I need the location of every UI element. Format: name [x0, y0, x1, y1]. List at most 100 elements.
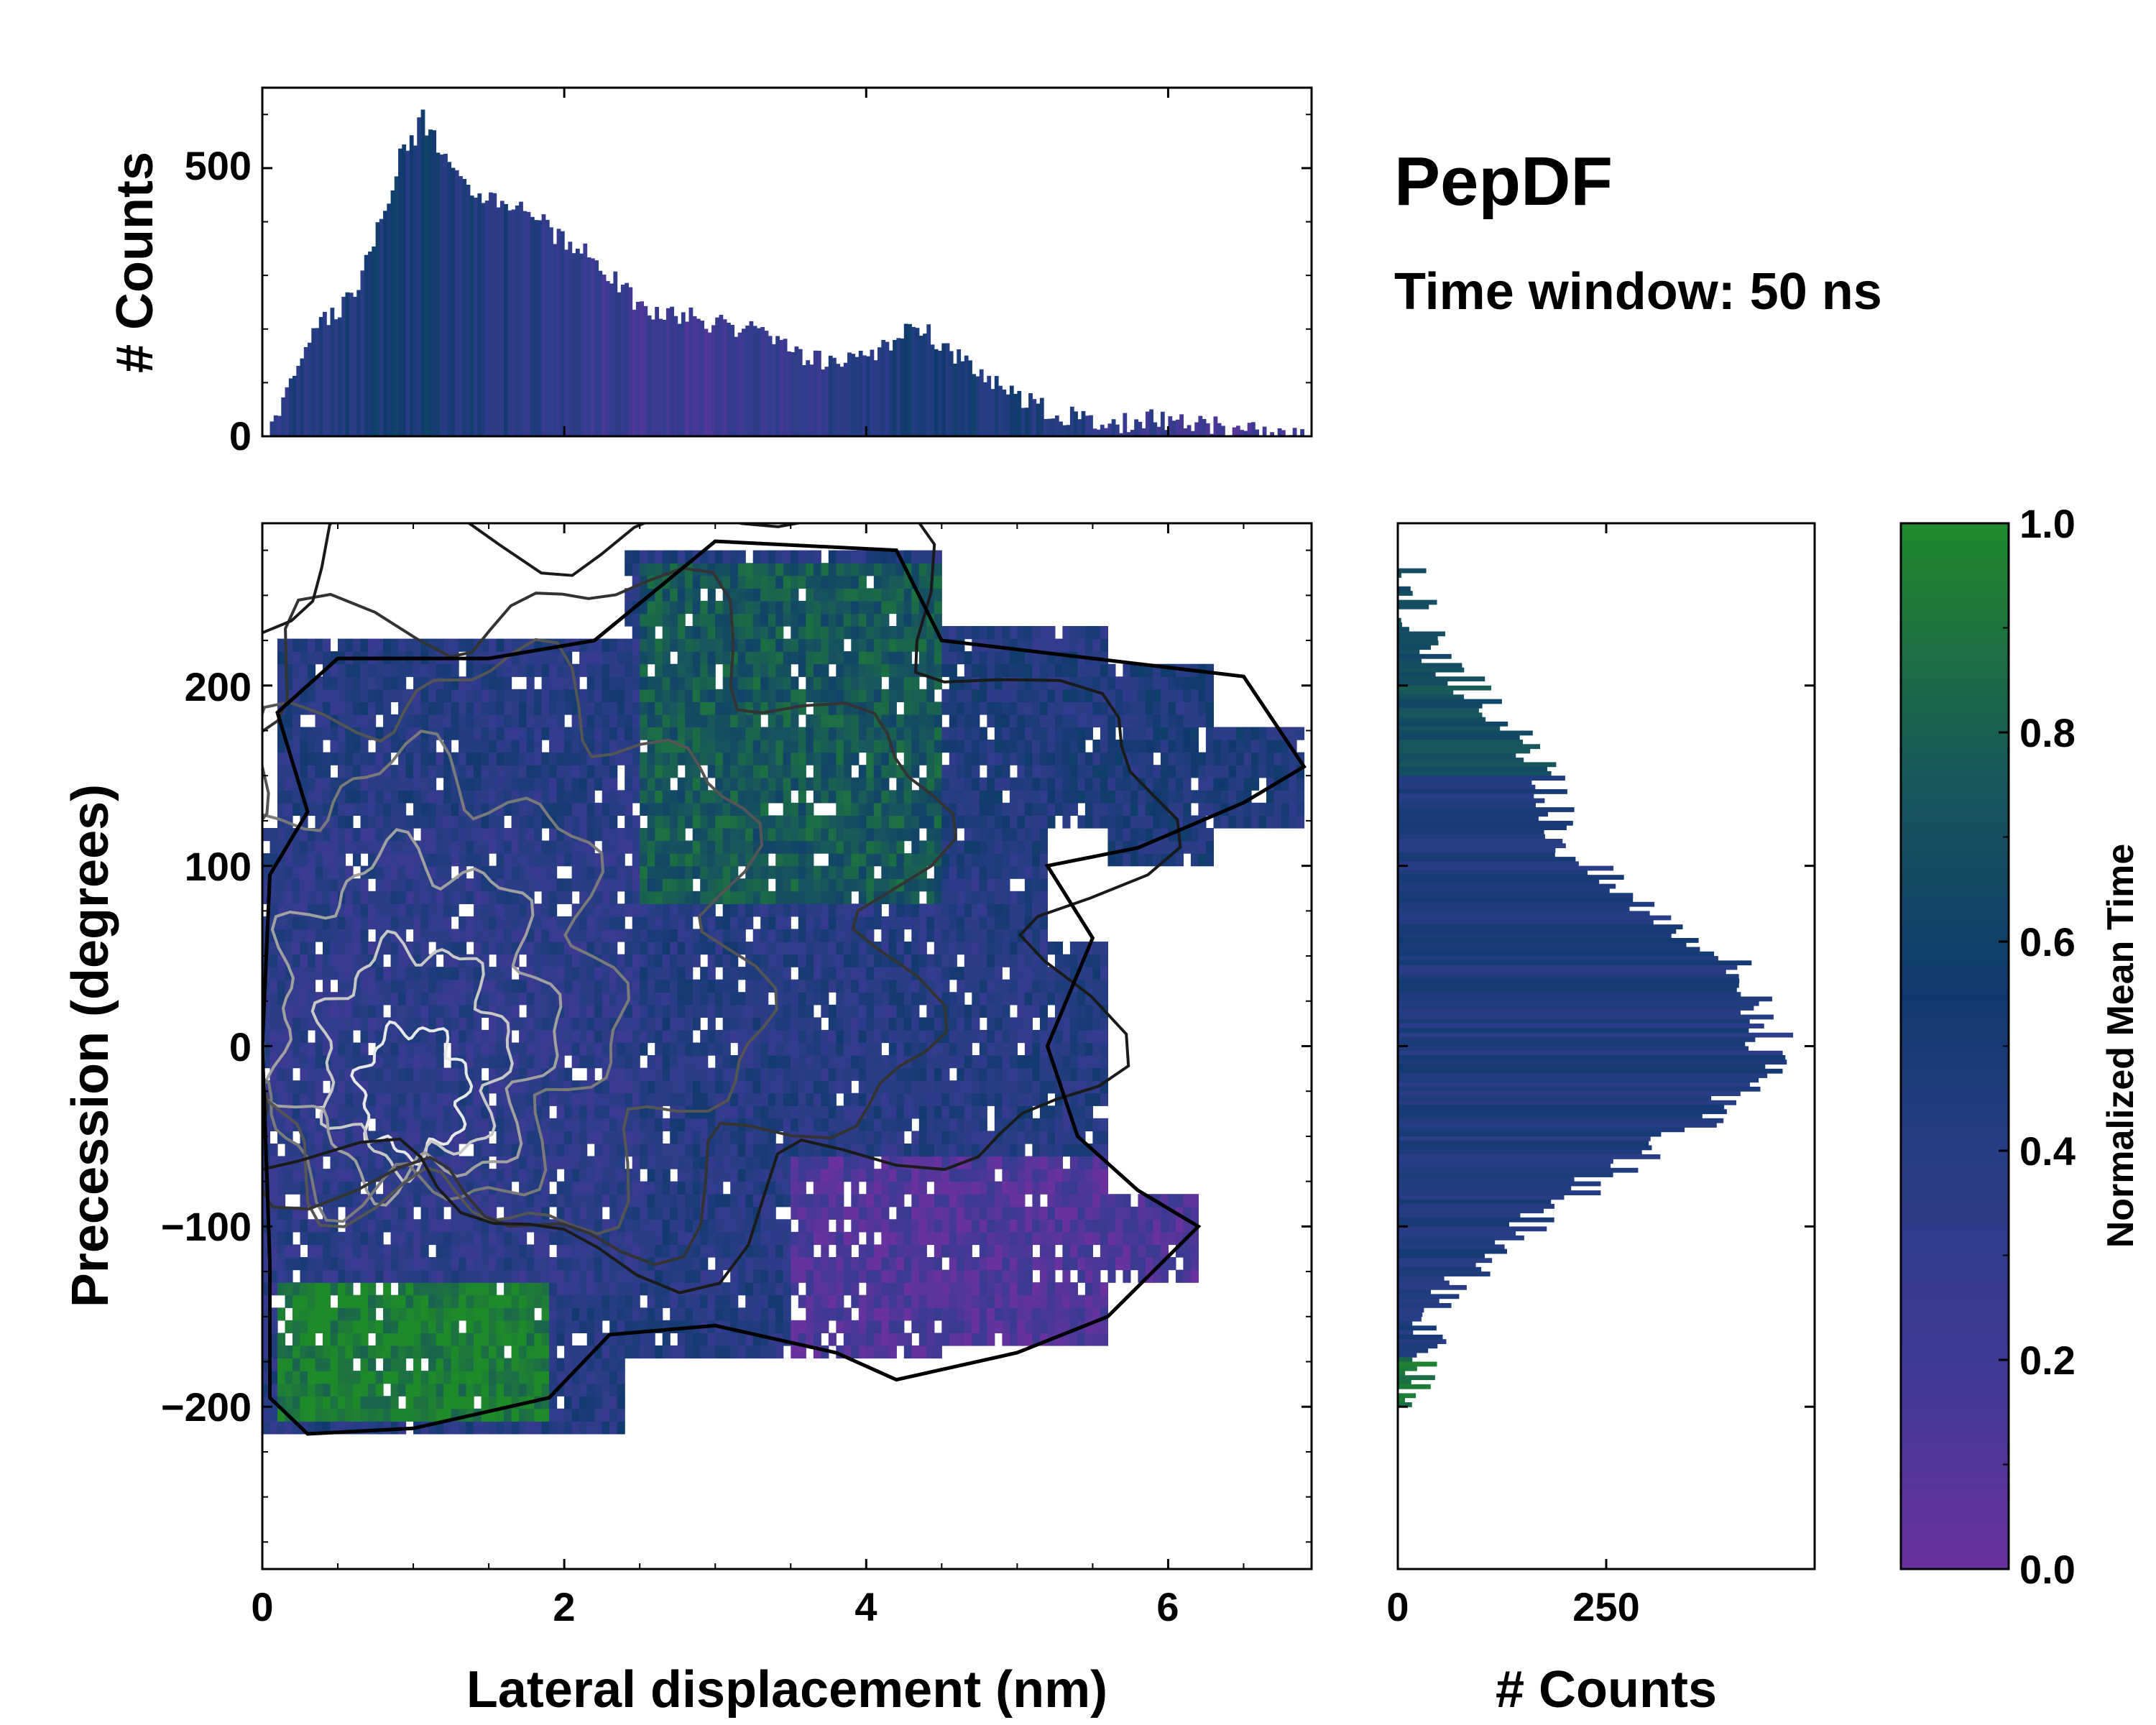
heatmap-cell: [459, 1092, 467, 1106]
heatmap-cell: [496, 967, 505, 980]
heatmap-cell: [353, 828, 361, 842]
heatmap-cell: [383, 689, 392, 702]
heatmap-cell: [821, 702, 829, 715]
heatmap-cell: [428, 663, 437, 677]
heatmap-cell: [420, 1421, 429, 1435]
heatmap-cell: [511, 979, 520, 993]
heatmap-cell: [768, 663, 776, 677]
heatmap-cell: [655, 1055, 663, 1069]
heatmap-cell: [330, 942, 338, 955]
heatmap-cell: [405, 1333, 414, 1346]
heatmap-cell: [760, 588, 769, 602]
heatmap-cell: [783, 1029, 791, 1044]
heatmap-cell: [791, 651, 799, 665]
heatmap-cell: [632, 1320, 640, 1333]
heatmap-cell: [375, 638, 384, 652]
heatmap-cell: [474, 802, 482, 816]
top-histogram-bar: [1062, 425, 1067, 436]
heatmap-cell: [700, 600, 709, 615]
heatmap-cell: [474, 1421, 482, 1435]
heatmap-cell: [511, 1396, 520, 1409]
heatmap-cell: [685, 1092, 694, 1106]
heatmap-cell: [609, 1282, 618, 1296]
heatmap-cell: [798, 1231, 806, 1246]
top-histogram-bars: [270, 109, 1304, 436]
heatmap-cell: [821, 689, 829, 702]
heatmap-cell: [670, 1231, 678, 1246]
heatmap-cell: [594, 1181, 603, 1195]
heatmap-cell: [277, 790, 286, 804]
heatmap-cell: [496, 1371, 505, 1384]
heatmap-cell: [345, 1244, 354, 1258]
heatmap-cell: [768, 613, 776, 627]
heatmap-cell: [632, 1105, 640, 1119]
heatmap-cell: [474, 777, 482, 791]
heatmap-cell: [443, 992, 452, 1006]
heatmap-cell: [692, 600, 701, 615]
heatmap-cell: [360, 1169, 369, 1182]
heatmap-cell: [722, 702, 731, 715]
heatmap-cell: [798, 777, 806, 791]
heatmap-cell: [277, 1181, 286, 1195]
heatmap-cell: [308, 1219, 316, 1233]
top-histogram-bar: [628, 287, 633, 436]
heatmap-cell: [534, 878, 543, 892]
heatmap-cell: [428, 1092, 437, 1106]
heatmap-cell: [345, 1421, 354, 1435]
heatmap-cell: [443, 916, 452, 930]
heatmap-cell: [338, 1181, 346, 1195]
heatmap-cell: [519, 840, 528, 854]
heatmap-cell: [670, 1055, 678, 1069]
heatmap-cell: [534, 1080, 543, 1094]
heatmap-cell: [398, 1219, 407, 1233]
heatmap-cell: [821, 891, 829, 904]
heatmap-cell: [338, 1282, 346, 1296]
heatmap-cell: [405, 954, 414, 967]
heatmap-cell: [768, 1156, 776, 1169]
heatmap-cell: [798, 626, 806, 640]
heatmap-cell: [586, 1282, 595, 1296]
heatmap-cell: [519, 1421, 528, 1435]
heatmap-cell: [843, 942, 852, 955]
heatmap-cell: [760, 765, 769, 778]
heatmap-cell: [526, 777, 535, 791]
heatmap-cell: [308, 916, 316, 930]
heatmap-cell: [323, 1282, 331, 1296]
heatmap-cell: [745, 676, 754, 690]
top-histogram-bar: [349, 293, 354, 436]
heatmap-cell: [745, 878, 754, 892]
heatmap-cell: [571, 878, 580, 892]
heatmap-cell: [481, 802, 489, 816]
heatmap-cell: [670, 1219, 678, 1233]
heatmap-cell: [783, 916, 791, 930]
heatmap-cell: [662, 1345, 671, 1359]
heatmap-cell: [292, 1055, 301, 1069]
heatmap-cell: [405, 1042, 414, 1056]
heatmap-cell: [398, 967, 407, 980]
top-histogram-bar: [281, 397, 286, 436]
heatmap-cell: [481, 714, 489, 728]
heatmap-cell: [459, 1131, 467, 1144]
heatmap-cell: [368, 663, 377, 677]
heatmap-cell: [768, 600, 776, 615]
heatmap-cell: [413, 1371, 422, 1384]
heatmap-cell: [428, 1131, 437, 1144]
heatmap-cell: [277, 891, 286, 904]
heatmap-cell: [428, 853, 437, 867]
heatmap-cell: [413, 1320, 422, 1333]
heatmap-cell: [768, 626, 776, 640]
heatmap-cell: [685, 1156, 694, 1169]
heatmap-cell: [609, 714, 618, 728]
heatmap-cell: [707, 740, 716, 753]
heatmap-cell: [737, 929, 746, 942]
heatmap-cell: [262, 1408, 271, 1422]
heatmap-cell: [677, 865, 686, 879]
heatmap-cell: [375, 903, 384, 917]
heatmap-cell: [813, 575, 821, 589]
heatmap-cell: [768, 1017, 776, 1031]
heatmap-cell: [640, 916, 648, 930]
heatmap-cell: [481, 903, 489, 917]
top-histogram-bar: [288, 378, 293, 436]
heatmap-cell: [745, 853, 754, 867]
heatmap-cell: [791, 1320, 799, 1333]
